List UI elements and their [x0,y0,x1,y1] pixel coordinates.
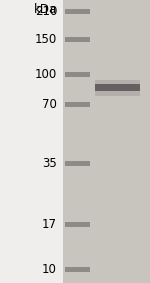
FancyBboxPatch shape [64,222,90,227]
Text: 210: 210 [35,5,57,18]
Text: 35: 35 [42,156,57,170]
Text: 100: 100 [35,68,57,81]
FancyBboxPatch shape [64,160,90,166]
FancyBboxPatch shape [63,0,150,283]
FancyBboxPatch shape [64,267,90,272]
FancyBboxPatch shape [64,72,90,77]
FancyBboxPatch shape [64,9,90,14]
FancyBboxPatch shape [94,84,140,91]
Text: 10: 10 [42,263,57,276]
Text: 150: 150 [35,33,57,46]
FancyBboxPatch shape [94,80,140,96]
FancyBboxPatch shape [64,102,90,107]
Text: 70: 70 [42,98,57,111]
Text: 17: 17 [42,218,57,231]
Text: kDa: kDa [34,3,57,16]
FancyBboxPatch shape [64,37,90,42]
